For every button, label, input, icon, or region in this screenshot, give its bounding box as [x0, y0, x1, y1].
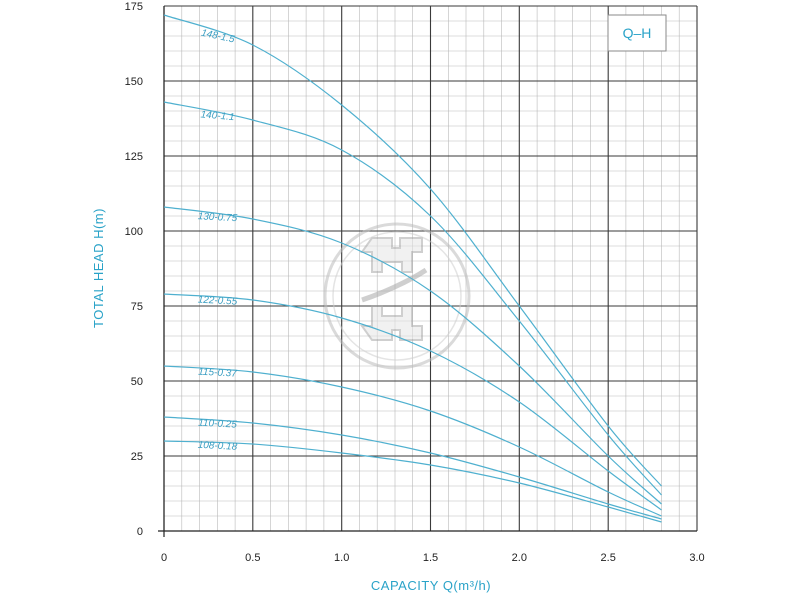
x-tick-label: 2.5 [601, 552, 616, 564]
y-tick-label: 25 [131, 451, 143, 463]
series-line-130-0.75 [163, 206, 662, 505]
y-tick-label: 0 [137, 526, 143, 538]
series-label: 108-0.18 [197, 440, 237, 453]
series-label: 148-1.5 [200, 28, 236, 46]
y-tick-label: 75 [131, 301, 143, 313]
y-tick-label: 175 [125, 1, 143, 13]
x-tick-label: 1.5 [423, 552, 438, 564]
legend-box: Q–H [607, 14, 667, 52]
series-label: 130-0.75 [197, 211, 237, 224]
series-line-110-0.25 [163, 416, 662, 520]
y-tick-labels: 0 25 50 75 100 125 150 175 [125, 1, 143, 538]
x-tick-label: 3.0 [689, 552, 704, 564]
watermark-logo [323, 222, 471, 370]
x-tick-labels: 0 0.5 1.0 1.5 2.0 2.5 3.0 [161, 552, 705, 564]
x-tick-label: 0.5 [245, 552, 260, 564]
series-label: 122-0.55 [197, 295, 237, 308]
y-tick-label: 100 [125, 226, 143, 238]
axis-lines [158, 6, 697, 537]
series-line-115-0.37 [163, 365, 662, 517]
legend-text: Q–H [623, 25, 652, 41]
series-label: 110-0.25 [198, 418, 238, 431]
y-axis-title: TOTAL HEAD H(m) [91, 208, 106, 328]
series-line-140-1.1 [163, 101, 662, 496]
series-line-108-0.18 [163, 440, 662, 523]
series-label: 140-1.1 [200, 109, 235, 123]
y-tick-label: 50 [131, 376, 143, 388]
series-labels: 148-1.5 140-1.1 130-0.75 122-0.55 115-0.37 11… [197, 28, 237, 453]
series-line-148-1.5 [163, 14, 662, 487]
y-tick-label: 150 [125, 76, 143, 88]
series-line-122-0.55 [163, 293, 662, 511]
x-axis-title: CAPACITY Q(m³/h) [371, 578, 491, 593]
x-tick-label: 2.0 [512, 552, 527, 564]
x-tick-label: 0 [161, 552, 167, 564]
series-label: 115-0.37 [198, 367, 238, 380]
y-tick-label: 125 [125, 151, 143, 163]
x-tick-label: 1.0 [334, 552, 349, 564]
major-grid [163, 5, 698, 532]
series-curves [163, 14, 662, 523]
